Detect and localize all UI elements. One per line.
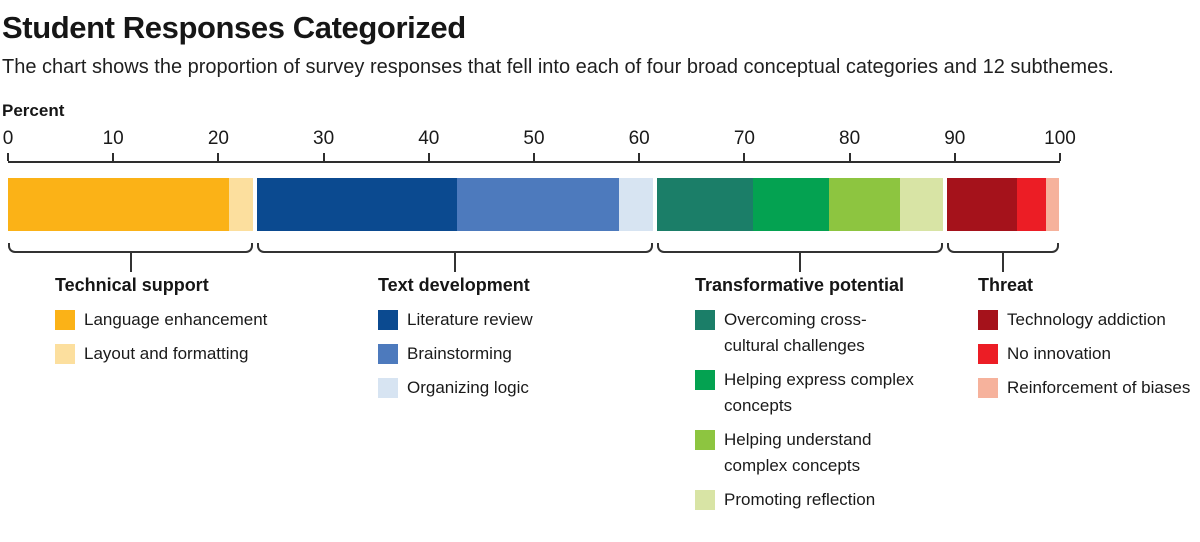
bar-segment bbox=[256, 178, 457, 231]
legend-item: No innovation bbox=[978, 341, 1190, 367]
legend-item: Language enhancement bbox=[55, 307, 267, 333]
legend-item-label: Language enhancement bbox=[84, 310, 268, 329]
legend-swatch bbox=[695, 490, 715, 510]
legend-swatch bbox=[378, 344, 398, 364]
axis-tick-label: 100 bbox=[1044, 128, 1076, 149]
legend-swatch bbox=[695, 370, 715, 390]
axis-tick bbox=[533, 153, 535, 161]
legend-swatch bbox=[378, 310, 398, 330]
bracket-stem bbox=[1002, 253, 1005, 272]
chart-subtitle: The chart shows the proportion of survey… bbox=[2, 56, 1114, 78]
legend-group-title: Threat bbox=[978, 275, 1034, 295]
legend-item-label: Organizing logic bbox=[407, 378, 529, 397]
legend-item: Technology addiction bbox=[978, 307, 1190, 333]
bar-segment bbox=[946, 178, 1018, 231]
legend-group: Technical support Language enhancement Lay… bbox=[55, 272, 267, 375]
legend-swatch bbox=[378, 378, 398, 398]
legend-swatch bbox=[55, 310, 75, 330]
axis-tick-label: 40 bbox=[418, 128, 440, 149]
legend-swatch bbox=[55, 344, 75, 364]
axis-unit-label: Percent bbox=[2, 101, 65, 120]
axis-tick bbox=[953, 153, 956, 161]
axis-tick bbox=[322, 153, 325, 161]
chart-title: Student Responses Categorized bbox=[2, 10, 466, 45]
axis-tick-label: 90 bbox=[944, 128, 966, 149]
axis-tick bbox=[848, 153, 851, 161]
legend-swatch bbox=[978, 378, 998, 398]
axis-tick-label: 80 bbox=[839, 128, 861, 149]
legend-item-label: Technology addiction bbox=[1007, 310, 1166, 329]
bracket-stem bbox=[129, 253, 132, 272]
legend-item: Promoting reflection bbox=[695, 487, 917, 513]
bar-segment bbox=[456, 178, 619, 231]
legend-item-label: Helping understand complex concepts bbox=[724, 430, 872, 475]
axis-tick bbox=[638, 153, 641, 161]
bar-segment bbox=[900, 178, 944, 231]
legend-group: Threat Technology addiction No innovation R… bbox=[978, 272, 1190, 409]
axis-tick-label: 60 bbox=[628, 128, 650, 149]
axis-tick bbox=[427, 153, 430, 161]
bar-segment bbox=[752, 178, 829, 231]
bar-segment bbox=[657, 178, 753, 231]
bar-segment bbox=[828, 178, 901, 231]
legend-item-label: No innovation bbox=[1007, 344, 1111, 363]
bar-segment bbox=[618, 178, 654, 231]
legend-group-title: Transformative potential bbox=[695, 275, 905, 295]
bar-segment bbox=[1045, 178, 1060, 231]
category-bracket bbox=[946, 243, 1060, 253]
category-bracket bbox=[256, 243, 654, 253]
legend-swatch bbox=[978, 344, 998, 364]
legend-item-label: Reinforcement of biases bbox=[1007, 378, 1191, 397]
category-bracket bbox=[8, 243, 254, 253]
legend-item-label: Brainstorming bbox=[407, 344, 512, 363]
axis-tick-label: 50 bbox=[523, 128, 545, 149]
legend-item-label: Promoting reflection bbox=[724, 490, 876, 509]
bracket-stem bbox=[454, 253, 457, 272]
legend-item-label: Helping express complex concepts bbox=[724, 370, 914, 415]
legend-item: Literature review bbox=[378, 307, 533, 333]
axis-tick-label: 30 bbox=[313, 128, 335, 149]
bracket-stem bbox=[799, 253, 802, 272]
axis-tick bbox=[217, 153, 220, 161]
axis-tick-label: 0 bbox=[2, 128, 14, 149]
bar-segment bbox=[228, 178, 254, 231]
legend-swatch bbox=[695, 310, 715, 330]
legend-item: Organizing logic bbox=[378, 375, 533, 401]
axis-line bbox=[8, 161, 1060, 163]
legend-item: Reinforcement of biases bbox=[978, 375, 1190, 401]
axis-tick-label: 20 bbox=[207, 128, 229, 149]
legend-item: Brainstorming bbox=[378, 341, 533, 367]
legend-item-label: Literature review bbox=[407, 310, 533, 329]
legend-item-label: Layout and formatting bbox=[84, 344, 249, 363]
legend-group-title: Technical support bbox=[55, 275, 209, 295]
axis-tick bbox=[743, 153, 746, 161]
axis-tick-label: 70 bbox=[733, 128, 755, 149]
axis-tick bbox=[112, 153, 115, 161]
legend-item-label: Overcoming cross-cultural challenges bbox=[724, 310, 867, 355]
bar-segment bbox=[1017, 178, 1046, 231]
legend-group: Transformative potential Overcoming cross… bbox=[695, 272, 917, 521]
legend-item: Helping understand complex concepts bbox=[695, 427, 917, 479]
axis-tick-label: 10 bbox=[102, 128, 124, 149]
axis-tick bbox=[7, 153, 9, 161]
legend-group-title: Text development bbox=[378, 275, 530, 295]
legend-swatch bbox=[978, 310, 998, 330]
legend-item: Helping express complex concepts bbox=[695, 367, 917, 419]
category-bracket bbox=[657, 243, 944, 253]
legend-swatch bbox=[695, 430, 715, 450]
legend-item: Layout and formatting bbox=[55, 341, 267, 367]
bar-segment bbox=[8, 178, 229, 231]
axis-tick bbox=[1059, 153, 1061, 161]
legend-item: Overcoming cross-cultural challenges bbox=[695, 307, 917, 359]
legend-group: Text development Literature review Brainst… bbox=[378, 272, 533, 409]
